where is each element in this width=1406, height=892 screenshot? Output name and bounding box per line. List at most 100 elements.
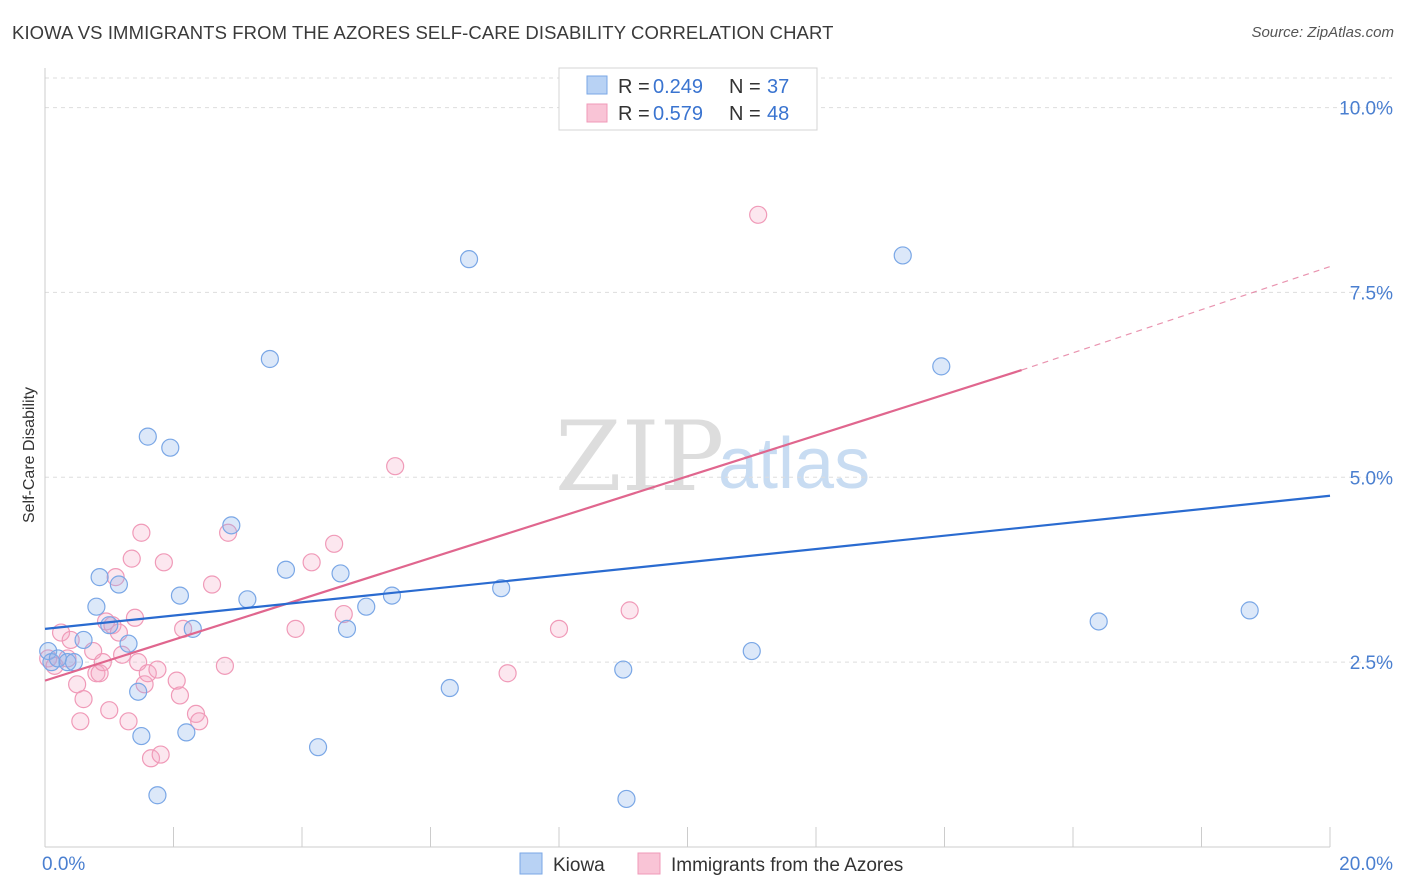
azores-point-17 <box>112 645 132 664</box>
watermark: ZIP atlas <box>555 401 870 513</box>
legend-kiowa-r-value: 0.249 <box>653 76 703 98</box>
x-tick-labels: 0.0% 20.0% <box>42 854 1393 875</box>
kiowa-point-35 <box>932 357 951 376</box>
y-tick-label-1: 5.0% <box>1350 468 1393 489</box>
kiowa-point-22 <box>276 560 296 579</box>
kiowa-point-11 <box>129 682 148 701</box>
kiowa-point-6 <box>87 597 106 616</box>
legend-azores-r-value: 0.579 <box>653 103 703 125</box>
legend-kiowa-n-value: 37 <box>767 76 789 98</box>
azores-point-34 <box>202 575 222 594</box>
kiowa-point-30 <box>492 579 511 598</box>
bottom-legend: Kiowa Immigrants from the Azores <box>519 852 903 876</box>
kiowa-point-28 <box>440 678 459 698</box>
azores-point-23 <box>135 675 154 694</box>
azores-point-19 <box>122 549 141 568</box>
azores-trend-extension <box>1021 265 1331 371</box>
kiowa-point-15 <box>161 438 180 457</box>
azores-point-29 <box>167 671 186 690</box>
azores-point-28 <box>154 553 173 572</box>
legend-kiowa-swatch <box>586 75 608 95</box>
source-label: Source: ZipAtlas.com <box>1251 24 1394 41</box>
chart-title: KIOWA VS IMMIGRANTS FROM THE AZORES SELF… <box>12 22 834 43</box>
kiowa-point-3 <box>58 653 77 672</box>
kiowa-point-29 <box>459 250 479 269</box>
kiowa-point-27 <box>382 586 402 605</box>
y-tick-labels: 2.5% 5.0% 7.5% 10.0% <box>1339 99 1393 675</box>
legend-azores-n-label: N = <box>729 103 761 125</box>
kiowa-point-24 <box>331 564 350 583</box>
azores-point-20 <box>125 608 145 627</box>
azores-point-25 <box>141 749 161 768</box>
legend-azores-swatch <box>586 103 608 123</box>
azores-point-24 <box>138 664 157 683</box>
kiowa-point-25 <box>337 619 357 638</box>
kiowa-point-33 <box>742 641 761 661</box>
azores-trend-line <box>44 369 1022 682</box>
azores-point-44 <box>620 601 639 620</box>
y-tick-label-2: 7.5% <box>1350 283 1393 304</box>
legend-azores-n-value: 48 <box>767 103 789 125</box>
x-tick-label-min: 0.0% <box>42 854 85 875</box>
azores-point-35 <box>215 656 234 675</box>
kiowa-point-7 <box>90 568 109 587</box>
series-kiowa-points <box>39 246 1259 809</box>
kiowa-point-4 <box>64 653 84 672</box>
azores-point-33 <box>190 712 209 731</box>
kiowa-point-31 <box>614 660 633 679</box>
kiowa-point-10 <box>119 634 138 653</box>
azores-point-10 <box>90 664 109 683</box>
azores-point-38 <box>302 553 321 572</box>
kiowa-point-36 <box>1089 612 1108 631</box>
kiowa-point-12 <box>132 726 151 746</box>
azores-point-30 <box>170 686 190 705</box>
legend: R = 0.249 N = 37 R = 0.579 N = 48 <box>558 67 818 131</box>
azores-point-4 <box>61 630 80 650</box>
azores-point-7 <box>74 690 93 709</box>
y-tick-label-0: 2.5% <box>1350 653 1393 674</box>
series-azores-points <box>39 205 768 768</box>
kiowa-point-21 <box>260 349 279 369</box>
kiowa-point-16 <box>170 586 190 605</box>
azores-point-43 <box>549 619 569 638</box>
azores-point-45 <box>749 205 768 224</box>
azores-point-18 <box>119 712 138 731</box>
azores-point-41 <box>386 457 405 476</box>
watermark-atlas: atlas <box>718 424 870 504</box>
azores-point-37 <box>286 619 305 638</box>
kiowa-point-26 <box>357 597 376 616</box>
trend-lines <box>44 265 1331 682</box>
gridlines <box>45 77 1392 663</box>
y-axis-label: Self-Care Disability <box>21 387 38 523</box>
azores-point-42 <box>498 664 517 683</box>
bottom-legend-azores-label: Immigrants from the Azores <box>671 855 903 876</box>
azores-point-40 <box>334 604 353 624</box>
legend-kiowa-n-label: N = <box>729 76 761 98</box>
kiowa-point-32 <box>617 789 636 809</box>
x-tick-label-max: 20.0% <box>1339 854 1393 875</box>
kiowa-point-9 <box>109 575 128 594</box>
bottom-legend-azores-swatch <box>637 852 661 875</box>
y-tick-label-3: 10.0% <box>1339 99 1393 120</box>
axes <box>44 68 1331 848</box>
azores-point-27 <box>151 745 170 764</box>
kiowa-point-23 <box>308 738 328 757</box>
kiowa-point-34 <box>893 246 912 265</box>
kiowa-trend-line <box>44 494 1331 630</box>
kiowa-point-19 <box>222 516 241 535</box>
legend-kiowa-r-label: R = <box>618 76 650 98</box>
kiowa-point-14 <box>148 786 167 805</box>
kiowa-point-5 <box>74 630 93 650</box>
kiowa-point-37 <box>1240 601 1259 620</box>
kiowa-point-8 <box>100 616 119 635</box>
azores-point-6 <box>71 712 90 731</box>
bottom-legend-kiowa-label: Kiowa <box>553 855 605 876</box>
kiowa-point-17 <box>177 723 196 742</box>
watermark-zip: ZIP <box>555 401 724 513</box>
kiowa-point-0 <box>39 641 58 661</box>
legend-azores-r-label: R = <box>618 103 650 125</box>
azores-point-39 <box>325 534 344 553</box>
kiowa-point-13 <box>138 427 157 446</box>
azores-point-26 <box>148 660 167 679</box>
